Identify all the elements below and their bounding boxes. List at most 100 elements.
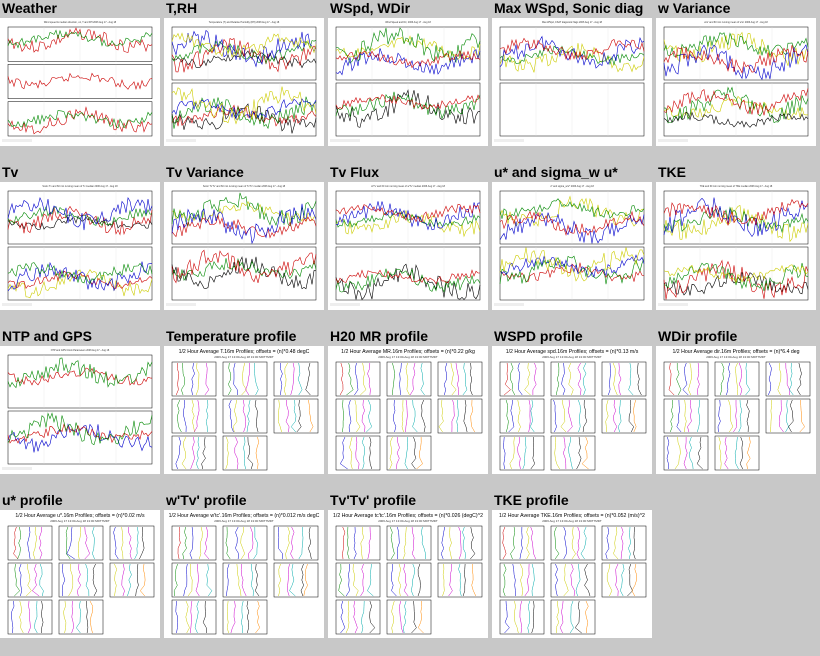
profile-frame: [765, 398, 811, 434]
profile-line: [226, 563, 230, 597]
profile-line: [187, 563, 193, 597]
profile-line: [770, 399, 772, 433]
profile-line: [195, 362, 200, 396]
tile-title: TKE: [658, 164, 686, 180]
thumbnail-link[interactable]: TKE and 60 min running mean of TKE media…: [656, 182, 816, 310]
thumbnail-link[interactable]: 1/2 Hour Average tc'tc'.16m Profiles; of…: [328, 510, 488, 638]
series-line: [663, 197, 808, 238]
profile-line: [520, 563, 524, 597]
profile-frame: [663, 435, 709, 471]
thumbnail-link[interactable]: 1/2 Hour Average dir.16m Profiles; offse…: [656, 346, 816, 474]
profile-line: [449, 526, 452, 560]
thumbnail-image: 1/2 Hour Average u*.16m Profiles; offset…: [7, 513, 155, 635]
series-line: [499, 45, 645, 66]
tile-title: Tv Flux: [330, 164, 380, 180]
thumbnail-link[interactable]: 1/2 Hour Average w'tc'.16m Profiles; off…: [164, 510, 324, 638]
profile-line: [405, 362, 410, 396]
profile-line: [134, 526, 139, 560]
profile-line: [505, 399, 509, 433]
tile-title: TKE profile: [494, 492, 569, 508]
profile-line: [458, 526, 462, 560]
profile-line: [13, 526, 19, 560]
profile-line: [734, 362, 739, 396]
tile-title: u* and sigma_w u*: [494, 164, 618, 180]
profile-line: [620, 526, 624, 560]
profile-line: [746, 436, 751, 470]
profile-frame: [335, 398, 381, 434]
plot-caption: TKE and 60 min running mean of TKE media…: [700, 185, 773, 188]
profile-frame: [437, 525, 483, 561]
profile-line: [581, 436, 589, 470]
profile-line: [560, 399, 567, 433]
thumbnail-link[interactable]: NTP and GPS Clock Parameters 2006 Aug 17…: [0, 346, 160, 474]
thumbnail-link[interactable]: Wind speed & median direction, u1, T and…: [0, 18, 160, 146]
series-line: [335, 210, 481, 238]
profile-line: [717, 399, 721, 433]
profile-frame: [222, 525, 268, 561]
thumbnail-link[interactable]: Temperature (T) and Relative Humidity (R…: [164, 18, 324, 146]
plot-caption: Temperature (T) and Relative Humidity (R…: [209, 21, 280, 24]
profile-line: [181, 436, 187, 470]
profile-line: [503, 436, 506, 470]
profile-line: [339, 436, 348, 470]
thumbnail-link[interactable]: Wind Speed and Dir, 2006 Aug 17 - Aug 18: [328, 18, 488, 146]
plot-caption: 1/2 Hour Average u*.16m Profiles; offset…: [15, 513, 145, 519]
series-line: [335, 49, 481, 69]
profile-line: [674, 436, 681, 470]
plot-caption: 1/2 Hour Average TKE.16m Profiles; offse…: [499, 513, 645, 519]
profile-line: [255, 563, 260, 597]
profile-frame: [550, 525, 596, 561]
profile-line: [696, 436, 703, 470]
profile-line: [175, 436, 181, 470]
profile-line: [175, 600, 178, 634]
profile-frame: [601, 361, 647, 397]
profile-frame: [171, 562, 217, 598]
series-line: [499, 37, 645, 61]
thumbnail-link[interactable]: w'Tv' and 60 min running mean of w'Tv' m…: [328, 182, 488, 310]
thumbnail-image: Wind Speed and Dir, 2006 Aug 17 - Aug 18: [330, 21, 481, 142]
series-line: [171, 192, 317, 227]
thumbnail-link[interactable]: 1/2 Hour Average TKE.16m Profiles; offse…: [492, 510, 652, 638]
thumbnail-link[interactable]: 1/2 Hour Average u*.16m Profiles; offset…: [0, 510, 160, 638]
profile-line: [361, 436, 365, 470]
profile-line: [89, 600, 94, 634]
profile-line: [719, 362, 725, 396]
thumbnail-link[interactable]: Sonic Tv'Tv' and 60 min running mean of …: [164, 182, 324, 310]
profile-frame: [273, 562, 319, 598]
profile-line: [401, 399, 404, 433]
profile-line: [606, 563, 613, 597]
tile-title: WSPD profile: [494, 328, 583, 344]
thumbnail-link[interactable]: Max WSpd, CSAT diagnostic flags 2006 Aug…: [492, 18, 652, 146]
profile-line: [519, 600, 523, 634]
profile-line: [628, 362, 634, 396]
series-line: [7, 29, 153, 49]
series-line: [335, 268, 481, 293]
profile-line: [397, 526, 400, 560]
profile-frame: [273, 398, 319, 434]
profile-line: [563, 563, 569, 597]
thumbnail-link[interactable]: 1/2 Hour Average T.16m Profiles; offsets…: [164, 346, 324, 474]
profile-line: [391, 563, 397, 597]
thumbnail-link[interactable]: u* and sigma_w/u* 2006 Aug 17 - Aug 18: [492, 182, 652, 310]
profile-line: [789, 362, 794, 396]
thumbnail-link[interactable]: 1/2 Hour Average spd.16m Profiles; offse…: [492, 346, 652, 474]
profile-line: [135, 563, 139, 597]
profile-frame: [335, 525, 381, 561]
profile-line: [575, 563, 581, 597]
profile-frame: [109, 562, 155, 598]
thumbnail-link[interactable]: 1/2 Hour Average MR.16m Profiles; offset…: [328, 346, 488, 474]
profile-line: [63, 600, 67, 634]
thumbnail-link[interactable]: Sonic Tv and 60 min running mean of Tv m…: [0, 182, 160, 310]
profile-line: [584, 563, 591, 597]
profile-line: [620, 563, 625, 597]
thumbnail-image: TKE and 60 min running mean of TKE media…: [658, 185, 809, 306]
profile-line: [342, 526, 346, 560]
tile-title: Max WSpd, Sonic diag: [494, 0, 644, 16]
profile-line: [689, 436, 694, 470]
profile-line: [84, 526, 90, 560]
profile-line: [225, 526, 231, 560]
profile-line: [578, 399, 581, 433]
profile-line: [502, 563, 507, 597]
thumbnail-link[interactable]: w'w' and 60 min running mean of w'w' 200…: [656, 18, 816, 146]
profile-line: [308, 399, 314, 433]
